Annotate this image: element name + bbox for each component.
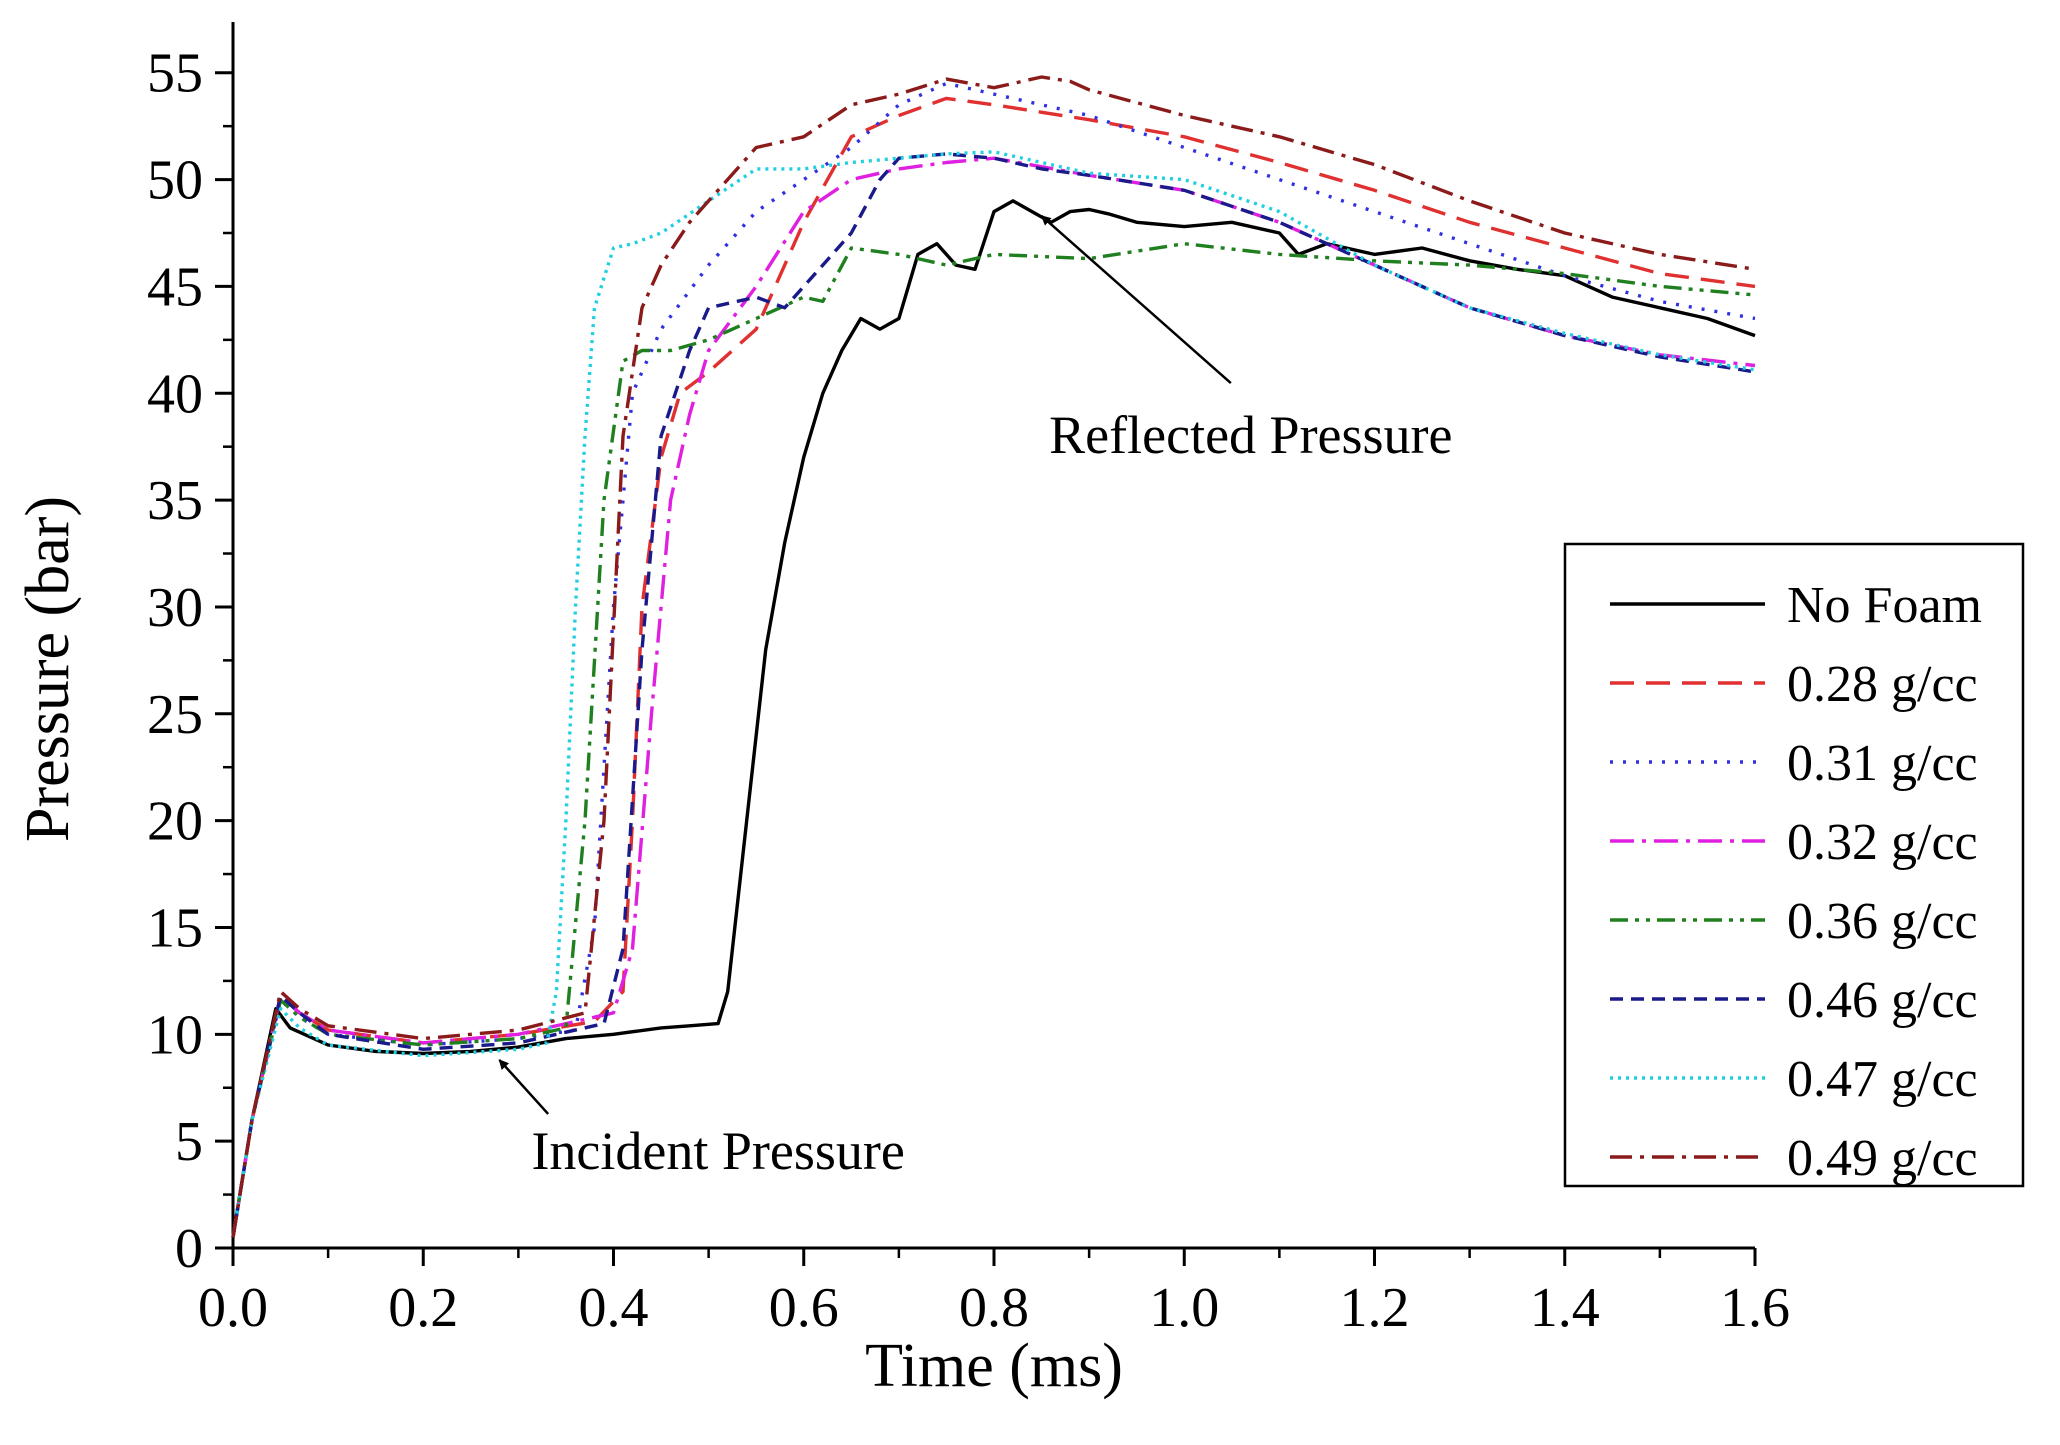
- y-tick-label: 55: [147, 43, 203, 105]
- y-tick-label: 25: [147, 684, 203, 746]
- x-tick-label: 0.4: [579, 1277, 649, 1339]
- legend: No Foam 0.28 g/cc 0.31 g/cc 0.32 g/cc 0.36 g…: [1563, 542, 2025, 1188]
- annotation-label: Reflected Pressure: [1049, 405, 1452, 465]
- series-lines: [231, 75, 1756, 1238]
- legend-label-5: 0.46 g/cc: [1787, 972, 1978, 1029]
- legend-label-3: 0.32 g/cc: [1787, 814, 1978, 871]
- y-tick-label: 20: [147, 791, 203, 853]
- annotation-label: Incident Pressure: [531, 1121, 904, 1181]
- y-axis-title: Pressure (bar): [14, 496, 82, 842]
- y-tick-label: 10: [147, 1004, 203, 1066]
- series-line-3: [231, 156, 1756, 1238]
- x-tick-label: 1.4: [1530, 1277, 1600, 1339]
- x-tick-label: 0.6: [769, 1277, 839, 1339]
- x-tick-label: 0.0: [198, 1277, 268, 1339]
- series-line-7: [231, 75, 1756, 1238]
- y-tick-label: 50: [147, 150, 203, 212]
- y-tick-label: 45: [147, 256, 203, 318]
- legend-label-4: 0.36 g/cc: [1787, 893, 1978, 950]
- series-line-1: [231, 96, 1756, 1238]
- x-tick-label: 1.2: [1340, 1277, 1410, 1339]
- series-line-4: [231, 241, 1756, 1238]
- series-line-6: [231, 150, 1756, 1238]
- legend-label-7: 0.49 g/cc: [1787, 1130, 1978, 1187]
- y-tick-label: 5: [175, 1111, 203, 1173]
- y-tick-label: 0: [175, 1218, 203, 1280]
- y-tick-label: 35: [147, 470, 203, 532]
- x-tick-label: 1.0: [1149, 1277, 1219, 1339]
- annotation-arrow: [498, 1059, 550, 1115]
- y-tick-label: 15: [147, 897, 203, 959]
- x-tick-label: 0.2: [388, 1277, 458, 1339]
- x-tick-label: 1.6: [1720, 1277, 1790, 1339]
- legend-label-0: No Foam: [1787, 577, 1982, 634]
- x-axis-title: Time (ms): [865, 1332, 1123, 1400]
- annotations: Reflected Pressure Incident Pressure: [498, 214, 1453, 1181]
- series-line-0: [231, 199, 1756, 1238]
- series-line-2: [231, 81, 1756, 1238]
- series-line-5: [231, 152, 1756, 1238]
- y-tick-label: 30: [147, 577, 203, 639]
- annotation-arrow: [1040, 214, 1232, 385]
- legend-label-2: 0.31 g/cc: [1787, 735, 1978, 792]
- legend-label-6: 0.47 g/cc: [1787, 1051, 1978, 1108]
- legend-box: [1563, 542, 2025, 1188]
- x-tick-label: 0.8: [959, 1277, 1029, 1339]
- axes: 0.0 0.2 0.4 0.6 0.8 1.0 1.2 1.4 1.6 0 5 10 15 20 25 30 3…: [147, 22, 1790, 1339]
- legend-label-1: 0.28 g/cc: [1787, 656, 1978, 713]
- y-tick-label: 40: [147, 363, 203, 425]
